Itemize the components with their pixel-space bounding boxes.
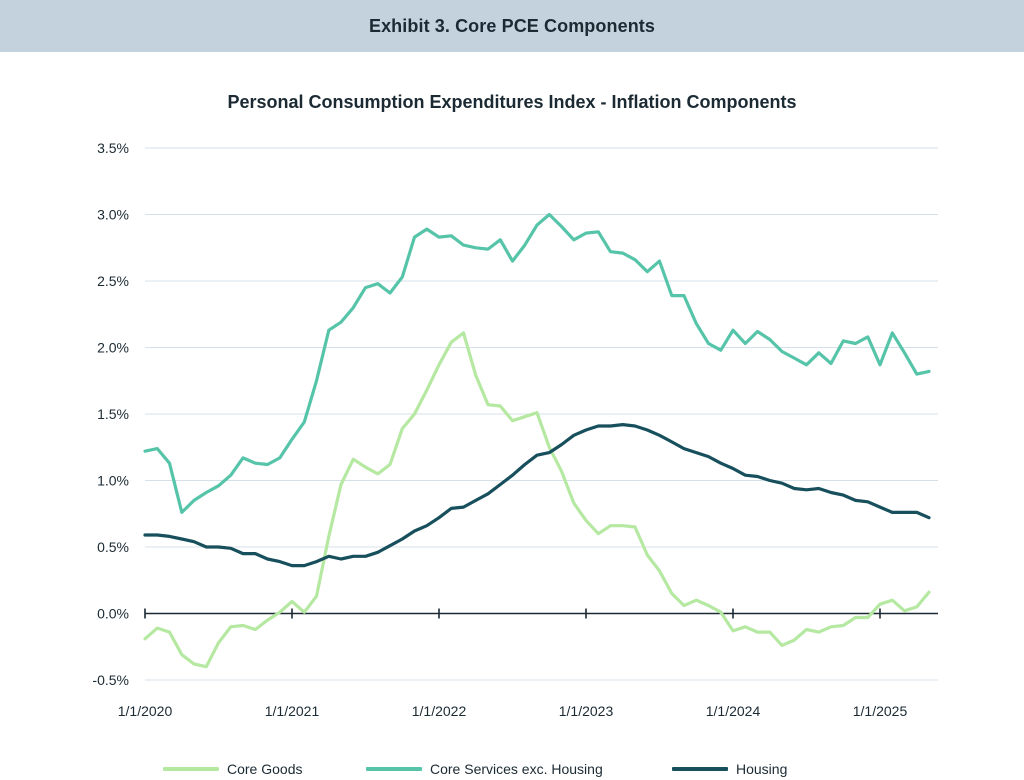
legend-item: Core Goods: [163, 758, 302, 780]
legend-label: Core Goods: [227, 761, 303, 777]
series-line-housing: [143, 423, 931, 568]
y-tick-label: 0.5%: [97, 539, 129, 555]
y-tick-label: 3.0%: [97, 207, 129, 223]
y-tick-label: -0.5%: [92, 672, 129, 688]
x-tick-label: 1/1/2022: [412, 703, 467, 719]
legend-item: Housing: [672, 758, 787, 780]
legend-swatch: [672, 767, 728, 771]
y-tick-label: 0.0%: [97, 606, 129, 622]
y-tick-label: 2.5%: [97, 273, 129, 289]
x-tick-label: 1/1/2024: [706, 703, 761, 719]
y-tick-label: 1.5%: [97, 406, 129, 422]
chart-title: Personal Consumption Expenditures Index …: [227, 92, 797, 112]
x-tick-label: 1/1/2025: [853, 703, 908, 719]
legend-item: Core Services exc. Housing: [366, 758, 603, 780]
y-tick-label: 3.5%: [97, 140, 129, 156]
y-tick-label: 2.0%: [97, 340, 129, 356]
exhibit-title: Exhibit 3. Core PCE Components: [368, 15, 656, 36]
series-line-core-services-exc-housing: [143, 212, 931, 515]
legend-swatch: [366, 767, 422, 771]
legend-swatch: [163, 767, 219, 771]
legend-label: Housing: [736, 761, 788, 777]
series-line-core-goods: [143, 331, 931, 669]
exhibit-header: Exhibit 3. Core PCE Components: [0, 0, 1024, 52]
legend-label: Core Services exc. Housing: [430, 761, 603, 777]
y-tick-label: 1.0%: [97, 473, 129, 489]
x-tick-label: 1/1/2020: [118, 703, 173, 719]
x-tick-label: 1/1/2023: [559, 703, 614, 719]
x-tick-label: 1/1/2021: [265, 703, 320, 719]
chart-legend: Core Goods Core Services exc. Housing Hous…: [0, 758, 1024, 780]
